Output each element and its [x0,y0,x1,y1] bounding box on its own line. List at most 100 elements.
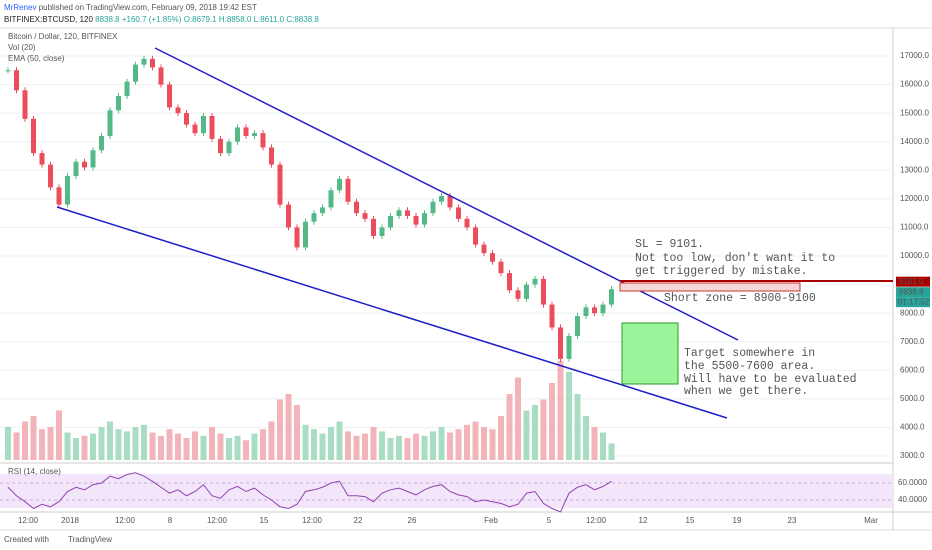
volume-bar [115,429,122,460]
volume-bar [217,433,224,460]
price-tag [896,276,930,287]
time-label: Mar [864,516,878,525]
symbol: BITFINEX:BTCUSD, 120 [4,15,93,24]
volume-bar [498,416,504,460]
time-label: 15 [260,516,269,525]
price-label: 17000.0 [900,51,929,60]
price-label: 10000.0 [900,251,929,260]
footer-brand[interactable]: TradingView [68,535,112,544]
time-label: 5 [547,516,552,525]
volume-bar [5,427,11,460]
volume-bar [489,429,496,460]
open: O:8679.1 [184,15,217,24]
volume-bar [438,427,445,460]
volume-bar [277,399,283,460]
annotation: SL = 9101. [635,238,704,251]
volume-bar [523,410,530,460]
time-label: 12:00 [18,516,39,525]
volume-bar [175,433,181,460]
change: +160.7 (+1.85%) [122,15,182,24]
volume-bar [591,427,598,460]
price-label: 11000.0 [900,223,929,232]
volume-bar [149,432,156,460]
volume-bar [234,435,241,460]
volume-bar [183,438,190,460]
volume-bar [64,432,71,460]
time-label: 15 [686,516,695,525]
legend-item: EMA (50, close) [8,54,65,63]
volume-bar [226,438,232,460]
volume-bar [200,435,207,460]
rsi-label: RSI (14, close) [8,467,61,476]
volume-bar [22,421,28,460]
price-label: 13000.0 [900,165,929,174]
annotation: Target somewhere in [684,347,815,360]
price-label: 4000.0 [900,423,925,432]
last: 8838.8 [95,15,120,24]
volume-bar [192,431,198,460]
volume-bar [319,433,326,460]
countdown-tag [896,297,930,308]
price-label: 5000.0 [900,394,925,403]
volume-bar [515,377,521,460]
volume-bar [370,427,377,460]
volume-bar [574,394,581,460]
legend-item: Bitcoin / Dollar, 120, BITFINEX [8,32,118,41]
price-tag [896,287,930,298]
volume-bar [472,421,479,460]
volume-bar [285,394,292,460]
volume-bar [30,416,37,460]
volume-bar [549,383,555,460]
volume-bar [506,394,513,460]
volume-bar [455,429,462,460]
volume-bar [39,429,45,460]
price-tag-label: 9101.0 [899,277,924,286]
time-label: Feb [484,516,498,525]
time-label: 2018 [61,516,79,525]
annotation: Short zone = 8900-9100 [664,292,816,305]
volume-bar [362,433,368,460]
volume-bar [413,433,419,460]
time-label: 12:00 [302,516,323,525]
time-label: 19 [733,516,742,525]
volume-bar [379,431,385,460]
annotation: the 5500-7600 area. [684,360,815,373]
volume-bar [302,424,309,460]
volume-bar [532,405,538,460]
volume-bar [540,399,547,460]
volume-bar [158,435,164,460]
volume-bar [328,427,334,460]
volume-bar [345,431,351,460]
countdown: 01:17:52 [898,297,930,306]
volume-bar [481,427,487,460]
price-label: 3000.0 [900,451,925,460]
volume-bar [73,438,79,460]
volume-bar [294,405,300,460]
time-label: 12 [639,516,648,525]
volume-bar [124,431,130,460]
price-label: 7000.0 [900,337,925,346]
time-label: 22 [354,516,363,525]
volume-bar [13,432,20,460]
close: C:8838.8 [286,15,319,24]
volume-bar [209,427,215,460]
lower-trendline [56,206,728,419]
volume-bar [107,421,113,460]
volume-bar [464,424,470,460]
volume-bar [81,435,88,460]
rsi-band [0,474,893,508]
time-label: 12:00 [115,516,136,525]
short-zone [619,282,801,292]
volume-bar [421,435,428,460]
author[interactable]: MrRenev [4,3,36,12]
footer-text: Created with [4,535,49,544]
volume-bar [557,361,564,460]
volume-bar [260,429,266,460]
header-line: MrRenev published on TradingView.com, Fe… [4,3,257,12]
rsi-axis-label: 60.0000 [898,478,927,487]
rsi-axis-label: 40.0000 [898,495,927,504]
volume-bar [251,433,258,460]
price-label: 8000.0 [900,308,925,317]
volume-bar [243,440,249,460]
